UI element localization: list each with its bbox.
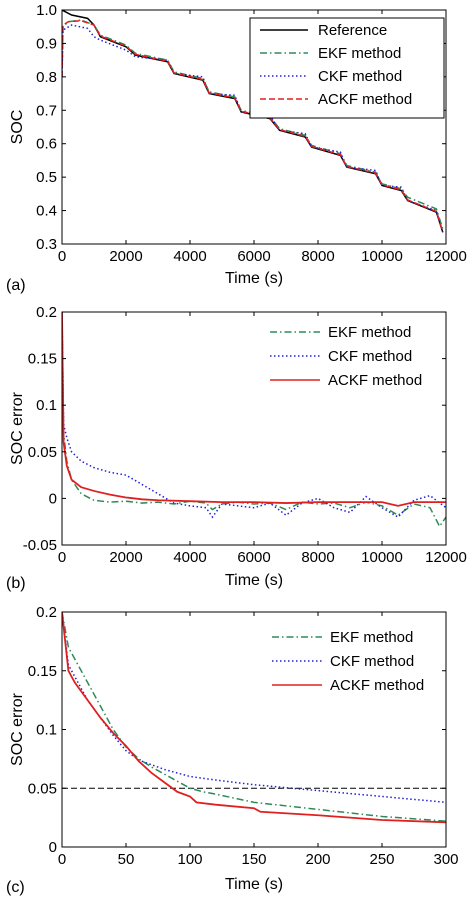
legend-box xyxy=(249,17,445,119)
legend-entry: EKF method xyxy=(328,324,411,341)
y-tick-label: 0.15 xyxy=(28,663,57,680)
chart-panel-1: 0 2000 4000 6000 8000 10000 12000 0.3 0.4 0.5 0.6 0… xyxy=(6,2,467,294)
legend-entry: ACKF method xyxy=(318,91,412,108)
x-tick-label: 250 xyxy=(369,851,394,868)
chart-panel-3: 0 50 100 150 200 250 300 0 0.05 0.1 0.15 0.2 Time (s… xyxy=(6,604,459,896)
legend: EKF method CKF method ACKF method xyxy=(270,324,422,389)
x-tick-label: 0 xyxy=(58,549,66,566)
y-tick-label: 0.05 xyxy=(28,780,57,797)
legend-entry: CKF method xyxy=(328,348,412,365)
x-tick-label: 0 xyxy=(58,248,66,265)
panel-label: (c) xyxy=(6,879,25,896)
y-tick-label: 0.05 xyxy=(28,444,57,461)
y-tick-label: 0.5 xyxy=(36,169,57,186)
chart-panel-2: 0 2000 4000 6000 8000 10000 12000-0.0500.050.1… xyxy=(6,304,467,592)
x-tick-label: 200 xyxy=(305,851,330,868)
y-tick-label: 0.1 xyxy=(36,722,57,739)
legend-entry: ACKF method xyxy=(330,677,424,694)
y-tick-label: 0.2 xyxy=(36,304,57,321)
x-axis-label: Time (s) xyxy=(225,270,283,287)
y-tick-label: 0.7 xyxy=(36,102,57,119)
x-tick-label: 10000 xyxy=(361,248,403,265)
series-line-3 xyxy=(62,24,444,233)
x-tick-label: 100 xyxy=(177,851,202,868)
y-tick-label: 0.3 xyxy=(36,236,57,253)
y-tick-label: 0 xyxy=(49,490,57,507)
x-tick-label: 2000 xyxy=(109,248,142,265)
legend: Reference EKF method CKF method ACKF method xyxy=(249,17,445,119)
series-line-1 xyxy=(62,612,446,822)
x-tick-label: 2000 xyxy=(109,549,142,566)
legend-entry: CKF method xyxy=(318,68,402,85)
x-axis-label: Time (s) xyxy=(225,876,283,893)
series-line-4 xyxy=(62,19,444,232)
y-axis-label: SOC error xyxy=(9,391,26,465)
x-tick-label: 0 xyxy=(58,851,66,868)
legend-entry: EKF method xyxy=(318,45,401,62)
x-tick-label: 6000 xyxy=(237,248,270,265)
legend-entry: ACKF method xyxy=(328,372,422,389)
y-tick-label: 0.6 xyxy=(36,136,57,153)
series-line-3 xyxy=(62,612,446,824)
panel-label: (b) xyxy=(6,575,26,592)
legend-entry: Reference xyxy=(318,22,387,39)
y-tick-label: 0.8 xyxy=(36,69,57,86)
y-tick-label: -0.05 xyxy=(23,537,57,554)
x-tick-label: 4000 xyxy=(173,248,206,265)
series-line-1 xyxy=(62,312,446,528)
panel-label: (a) xyxy=(6,277,26,294)
y-axis-label: SOC error xyxy=(9,692,26,766)
y-tick-label: 1.0 xyxy=(36,2,57,19)
x-tick-label: 8000 xyxy=(301,549,334,566)
y-axis-label: SOC xyxy=(9,110,26,145)
x-tick-label: 300 xyxy=(433,851,458,868)
legend-entry: CKF method xyxy=(330,653,414,670)
plot-frame xyxy=(61,311,447,546)
x-tick-label: 12000 xyxy=(425,549,467,566)
x-tick-label: 4000 xyxy=(173,549,206,566)
x-axis-label: Time (s) xyxy=(225,572,283,589)
x-tick-label: 150 xyxy=(241,851,266,868)
y-tick-label: 0.9 xyxy=(36,35,57,52)
x-tick-label: 10000 xyxy=(361,549,403,566)
y-tick-label: 0.2 xyxy=(36,604,57,621)
y-tick-label: 0 xyxy=(49,839,57,856)
legend: EKF method CKF method ACKF method xyxy=(272,629,424,694)
y-tick-label: 0.4 xyxy=(36,203,57,220)
x-tick-label: 12000 xyxy=(425,248,467,265)
x-tick-label: 50 xyxy=(118,851,135,868)
series-line-1 xyxy=(62,10,444,233)
x-tick-label: 6000 xyxy=(237,549,270,566)
y-tick-label: 0.1 xyxy=(36,397,57,414)
plot-frame xyxy=(61,611,447,848)
legend-entry: EKF method xyxy=(330,629,413,646)
y-tick-label: 0.15 xyxy=(28,351,57,368)
series-line-2 xyxy=(62,312,446,519)
series-line-3 xyxy=(62,312,446,507)
x-tick-label: 8000 xyxy=(301,248,334,265)
